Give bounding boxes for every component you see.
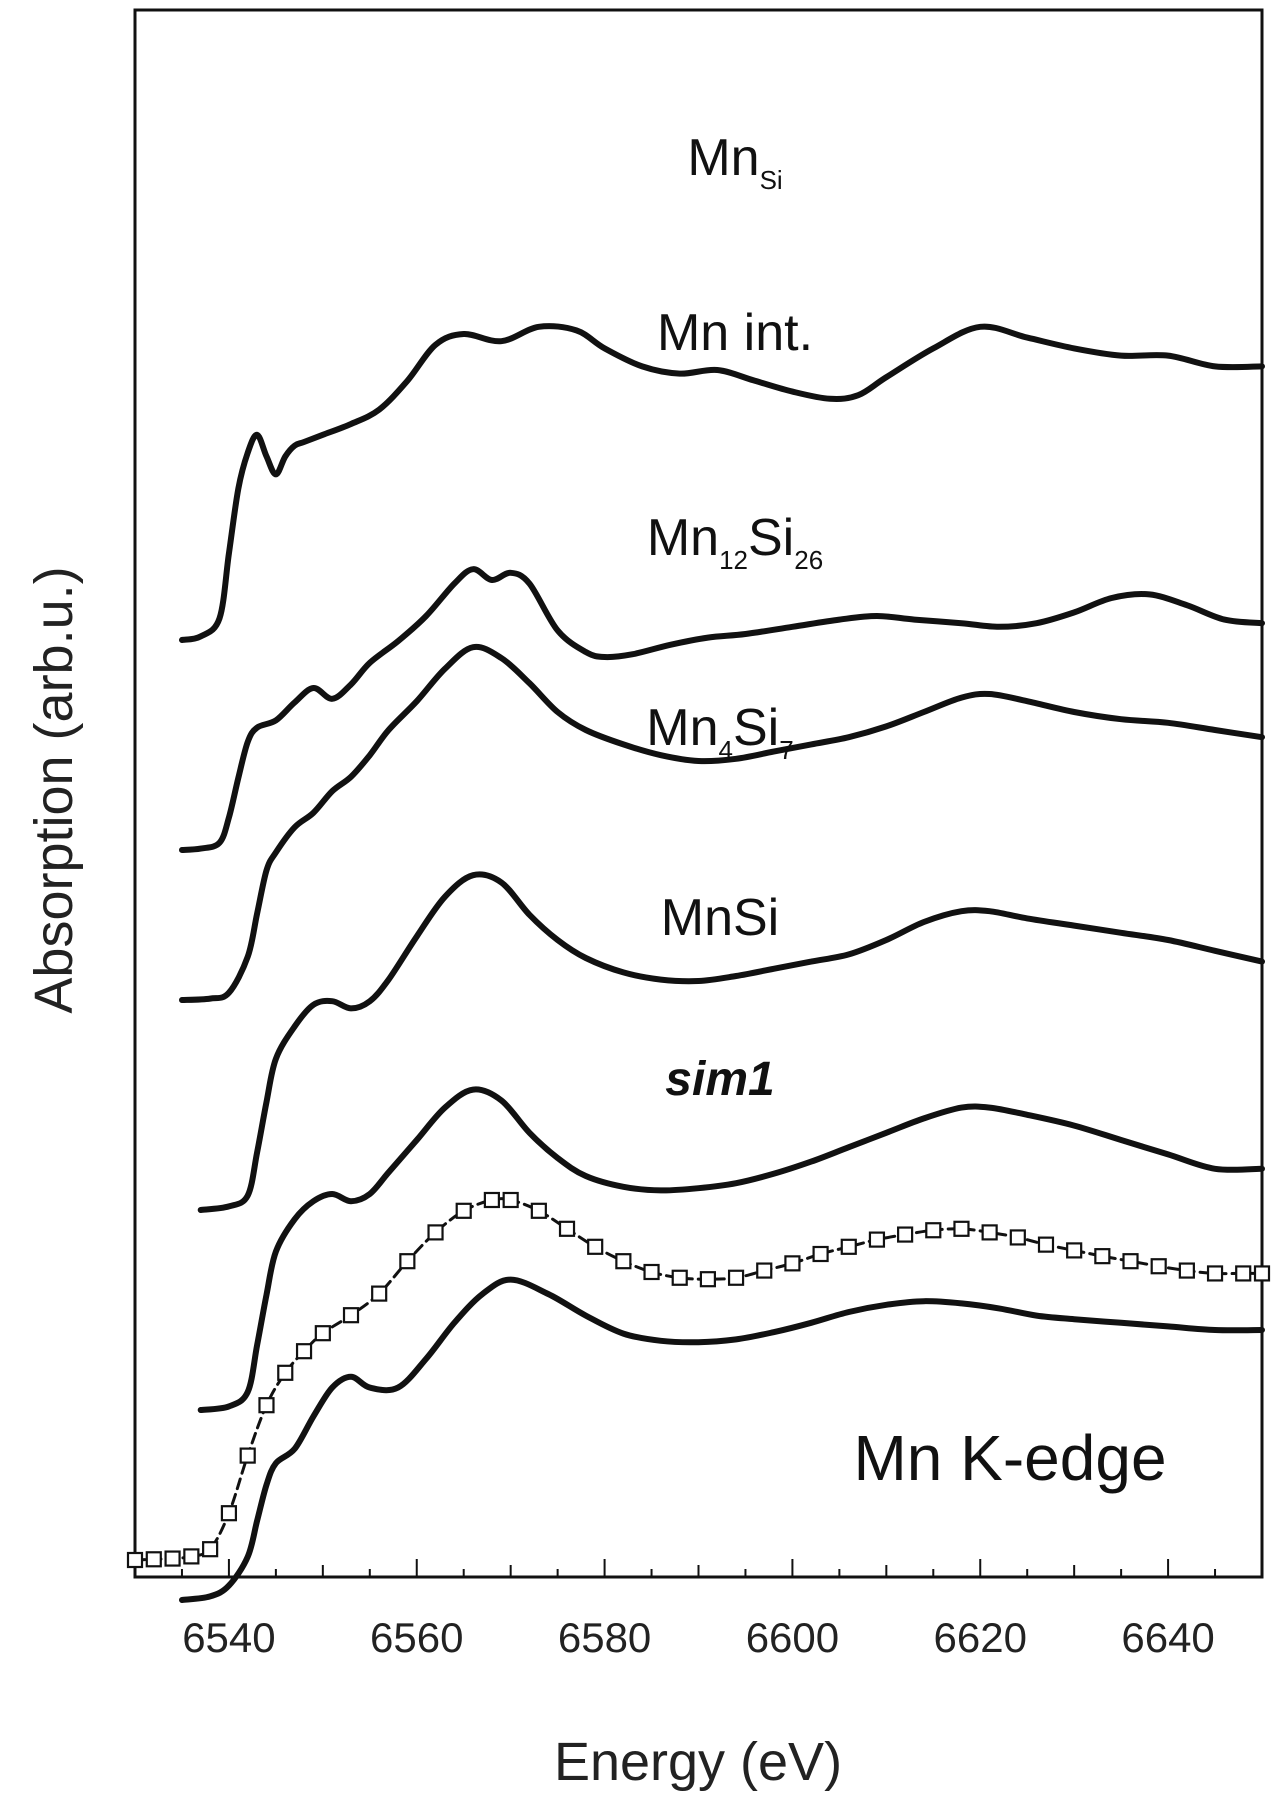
square-marker	[239, 1447, 256, 1464]
square-marker	[455, 1202, 472, 1219]
square-marker	[1066, 1242, 1083, 1259]
square-marker	[615, 1253, 632, 1270]
square-marker	[1178, 1262, 1195, 1279]
series-line-5	[179, 1276, 1265, 1603]
x-tick-label: 6620	[934, 1614, 1027, 1661]
x-axis-ticks	[134, 1559, 1263, 1577]
series-label-2: Mn12Si26	[647, 509, 823, 575]
label-main: Mn	[646, 699, 718, 757]
series-line-3	[197, 871, 1265, 1213]
x-tick-label: 6540	[182, 1614, 275, 1661]
square-marker	[981, 1224, 998, 1241]
x-tick-label: 6640	[1121, 1614, 1214, 1661]
series-label-4: MnSi	[661, 889, 779, 947]
series-line-6	[133, 1197, 1264, 1562]
x-axis-title: Energy (eV)	[554, 1732, 842, 1792]
series-label-0: MnSi	[687, 129, 782, 195]
square-marker	[1253, 1265, 1271, 1282]
square-marker	[1206, 1265, 1224, 1282]
square-marker	[1094, 1248, 1111, 1265]
square-marker	[587, 1238, 604, 1255]
edge-annotation: Mn K-edge	[853, 1422, 1166, 1494]
label-main2: Si	[733, 699, 779, 757]
square-marker	[530, 1202, 547, 1219]
series-label-1: Mn int.	[657, 304, 813, 362]
x-tick-label: 6560	[370, 1614, 463, 1661]
square-marker	[1009, 1229, 1026, 1246]
label-main2: Si	[748, 509, 794, 567]
square-marker	[202, 1541, 219, 1558]
square-marker	[502, 1191, 519, 1209]
square-marker	[1122, 1253, 1139, 1270]
square-marker	[727, 1269, 745, 1286]
square-marker	[314, 1325, 331, 1342]
label-sub: Si	[760, 165, 783, 195]
square-marker	[258, 1397, 275, 1414]
series-line-4	[197, 1086, 1265, 1413]
square-marker	[145, 1551, 162, 1568]
series-line-2	[179, 643, 1265, 1003]
square-marker	[699, 1271, 716, 1288]
square-marker	[812, 1245, 829, 1263]
label-sub2: 7	[779, 735, 793, 765]
square-marker	[126, 1551, 144, 1569]
square-marker	[897, 1226, 914, 1243]
square-marker	[925, 1222, 942, 1239]
square-marker	[1037, 1236, 1055, 1253]
square-marker	[295, 1343, 313, 1360]
x-axis-tick-labels: 6540 6560 6580 6600 6620 6640	[182, 1614, 1215, 1661]
label-main: MnSi	[661, 889, 779, 947]
series-line-0	[179, 323, 1265, 643]
square-marker	[183, 1548, 200, 1565]
square-marker	[784, 1255, 801, 1272]
square-marker	[164, 1550, 181, 1567]
series-label-5: sim1	[665, 1053, 774, 1106]
label-main: Mn int.	[657, 304, 813, 362]
label-main: sim1	[665, 1053, 774, 1106]
square-marker	[220, 1505, 238, 1522]
square-marker	[671, 1269, 688, 1286]
label-sub: 12	[719, 545, 748, 575]
square-marker	[756, 1262, 773, 1279]
label-sub2: 26	[794, 545, 823, 575]
x-tick-label: 6600	[746, 1614, 839, 1661]
y-axis-title: Absorption (arb.u.)	[24, 566, 84, 1013]
label-main: Mn	[647, 509, 719, 567]
square-marker	[1150, 1258, 1167, 1275]
square-marker	[277, 1364, 294, 1381]
series-line-1	[179, 566, 1265, 853]
square-marker	[483, 1191, 500, 1209]
square-marker	[427, 1224, 444, 1241]
square-marker	[342, 1307, 360, 1324]
square-marker	[558, 1220, 576, 1237]
series-lines	[133, 323, 1265, 1603]
series-markers	[126, 1191, 1271, 1569]
square-marker	[1235, 1265, 1252, 1282]
square-marker	[840, 1238, 857, 1255]
series-label-3: Mn4Si7	[646, 699, 793, 765]
label-sub: 4	[719, 735, 733, 765]
label-main: Mn	[687, 129, 759, 187]
square-marker	[868, 1231, 886, 1248]
square-marker	[399, 1253, 416, 1270]
square-marker	[371, 1285, 388, 1302]
x-tick-label: 6580	[558, 1614, 651, 1661]
square-marker	[953, 1220, 970, 1237]
square-marker	[643, 1263, 660, 1281]
